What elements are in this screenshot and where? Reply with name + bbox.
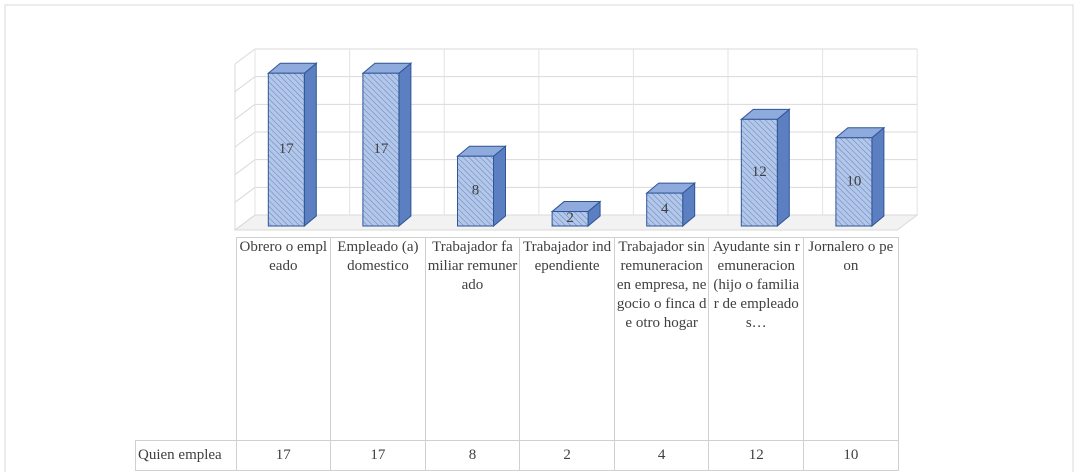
category-label: Jornalero o peon [803,237,899,441]
category-label: Ayudante sin remuneracion (hijo o famili… [708,237,805,441]
side-grid-line [234,159,256,176]
bar-side [303,62,317,228]
bar [835,137,873,227]
table-value: 4 [613,440,710,471]
table-value: 12 [708,440,805,471]
data-label: 8 [472,183,480,199]
side-grid-line [234,103,256,120]
bar-side [776,108,790,228]
side-grid-line [234,131,256,148]
table-value: 17 [235,440,332,471]
bar [740,118,778,227]
bar [646,192,684,227]
data-label: 12 [752,164,767,180]
table-value: 10 [803,440,899,471]
empty-cell [135,237,237,441]
side-grid-line [234,186,256,203]
category-label: Empleado (a) domestico [330,237,426,441]
border [4,4,1074,472]
bar-side [493,145,506,228]
category-label: Trabajador familiar remunerado [424,237,521,441]
side-grid-line [234,48,256,65]
series-name: Quien emplea [135,440,237,471]
bar [457,155,494,227]
category-label: Trabajador sin remuneracion en empresa, … [613,237,710,441]
category-label: Obrero o empleado [235,237,332,441]
bar [551,211,589,227]
table-value: 17 [330,440,426,471]
data-label: 2 [566,210,574,226]
side-grid-line [234,76,256,93]
data-label: 17 [279,141,295,157]
data-label: 4 [661,201,669,217]
bar [362,72,400,227]
bar [267,72,305,227]
bar-side [398,62,412,228]
table-value: 8 [424,440,521,471]
data-table: Obrero o empleado Empleado (a) domestico T… [135,237,899,471]
category-label: Trabajador independiente [519,237,615,441]
data-label: 10 [846,173,861,189]
table-value: 2 [519,440,615,471]
bar-side [871,126,885,228]
side-grid-line [234,214,256,231]
data-label: 17 [373,141,389,157]
